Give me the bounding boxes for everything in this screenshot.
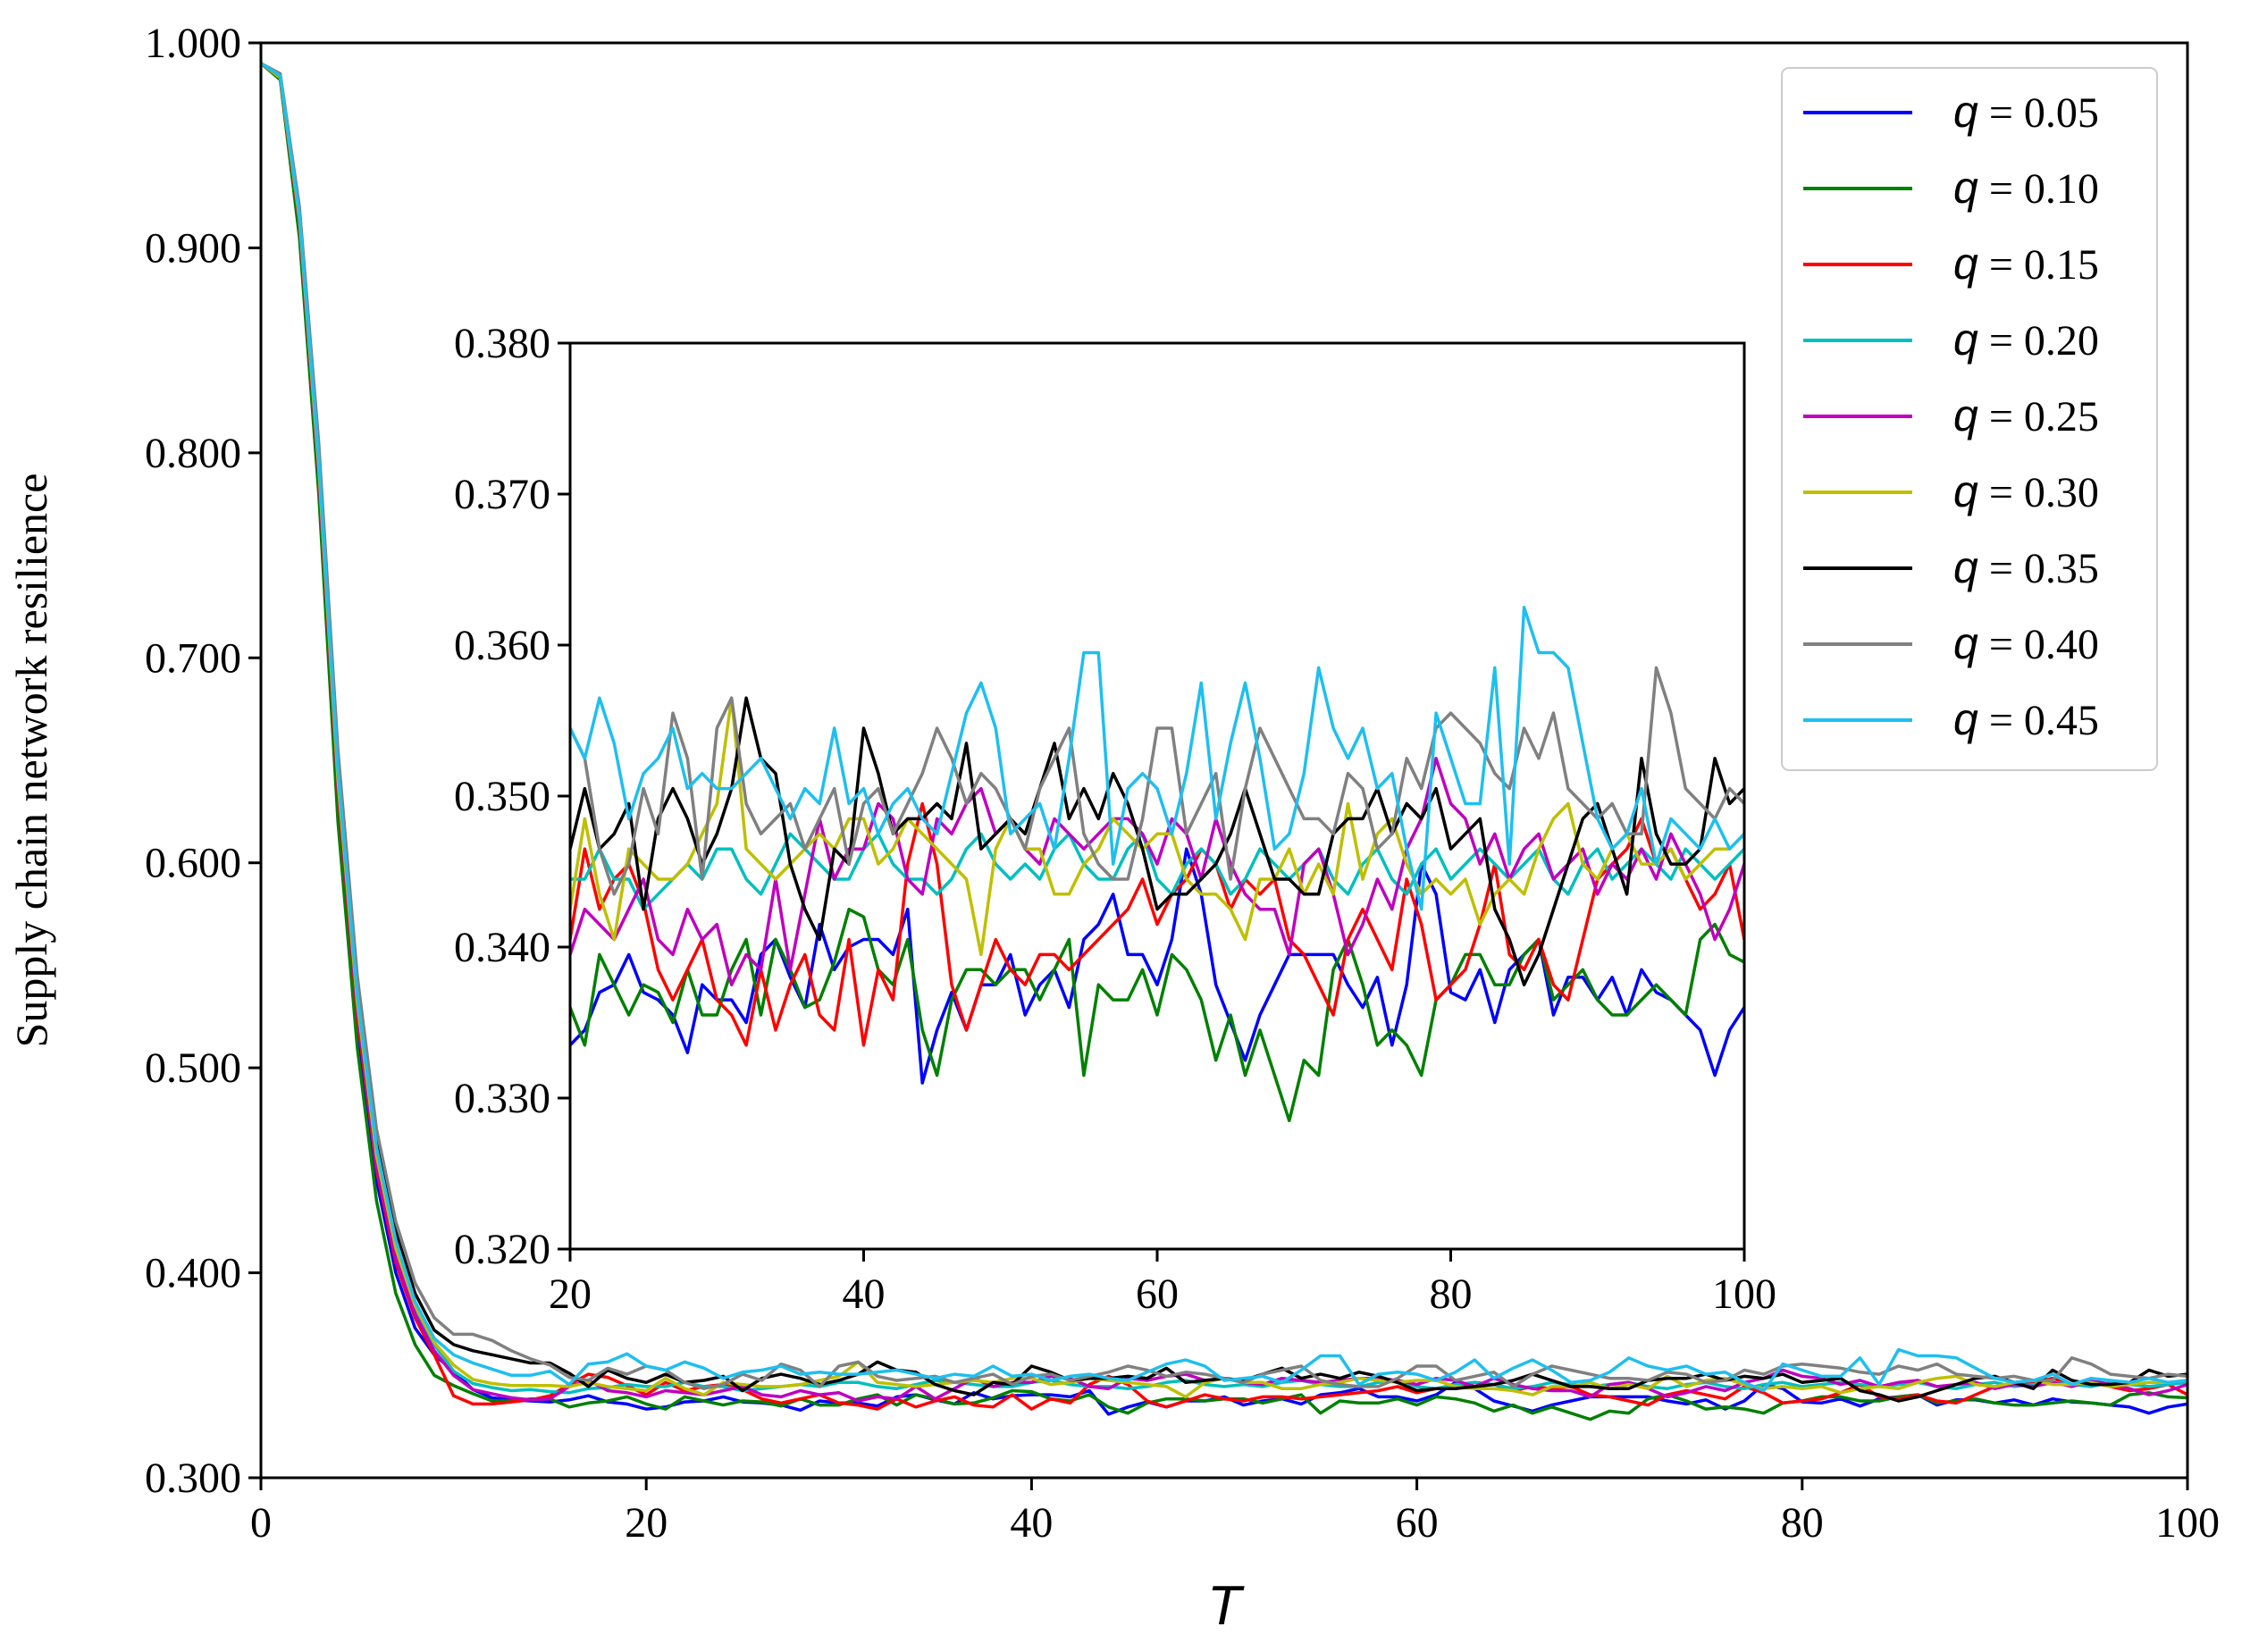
main-y-tick-label: 0.300 bbox=[145, 1455, 241, 1502]
inset-series-line-2 bbox=[570, 801, 1744, 1047]
inset-y-tick-label: 0.360 bbox=[454, 622, 550, 669]
inset-y-tick-label: 0.370 bbox=[454, 471, 550, 518]
main-axes-frame bbox=[259, 41, 2189, 1480]
inset-series-line-4 bbox=[570, 757, 1744, 986]
main-y-tick-label: 0.600 bbox=[145, 840, 241, 887]
legend-label: q = 0.45 bbox=[1953, 694, 2099, 744]
main-x-tick-label: 20 bbox=[625, 1499, 668, 1547]
main-x-tick-label: 100 bbox=[2155, 1499, 2220, 1547]
main-series-line-8 bbox=[260, 62, 2188, 1393]
inset-x-tick-label: 60 bbox=[1136, 1270, 1179, 1318]
legend-label: q = 0.10 bbox=[1953, 163, 2099, 213]
main-y-tick-label: 0.400 bbox=[145, 1250, 241, 1297]
main-series-line-7 bbox=[260, 62, 2188, 1390]
inset-y-tick-label: 0.380 bbox=[454, 320, 550, 367]
main-y-ticks: 0.300 0.400 0.500 0.600 0.700 0.800 0.900 1.000 bbox=[145, 20, 261, 1502]
main-y-tick-label: 0.800 bbox=[145, 430, 241, 477]
inset-series-line-7 bbox=[570, 666, 1744, 896]
main-series-line-0 bbox=[259, 62, 2188, 1416]
inset-y-tick-label: 0.340 bbox=[454, 924, 550, 971]
inset-plot-area: 0.320 0.330 0.340 0.350 0.360 0.370 0.380 20 40… bbox=[454, 320, 1776, 1318]
inset-x-tick-label: 80 bbox=[1430, 1270, 1473, 1318]
inset-x-tick-label: 20 bbox=[549, 1270, 592, 1318]
legend-label: q = 0.05 bbox=[1953, 87, 2099, 137]
legend-label: q = 0.40 bbox=[1953, 618, 2099, 668]
inset-series-line-8 bbox=[570, 606, 1744, 911]
legend-label: q = 0.15 bbox=[1953, 239, 2099, 289]
legend-items: q = 0.05 q = 0.10 q = 0.15 q = 0.20 q = 0.25… bbox=[1803, 87, 2099, 744]
main-y-tick-label: 0.700 bbox=[145, 634, 241, 682]
inset-series-line-5 bbox=[570, 696, 1744, 957]
inset-series-line-6 bbox=[570, 696, 1744, 986]
legend-label: q = 0.35 bbox=[1953, 542, 2099, 592]
inset-series-line-0 bbox=[570, 847, 1744, 1085]
legend: q = 0.05 q = 0.10 q = 0.15 q = 0.20 q = 0.25… bbox=[1781, 67, 2158, 771]
main-x-tick-label: 60 bbox=[1396, 1499, 1439, 1547]
main-x-tick-label: 40 bbox=[1010, 1499, 1053, 1547]
inset-y-ticks: 0.320 0.330 0.340 0.350 0.360 0.370 0.380 bbox=[454, 320, 570, 1273]
main-plot-area: 0.300 0.400 0.500 0.600 0.700 0.800 0.900 1.000… bbox=[6, 20, 2220, 1637]
main-series-line-3 bbox=[260, 62, 2188, 1395]
main-y-tick-label: 0.500 bbox=[145, 1044, 241, 1092]
legend-label: q = 0.25 bbox=[1953, 390, 2099, 440]
inset-y-tick-label: 0.350 bbox=[454, 773, 550, 820]
x-axis-label: T bbox=[1207, 1575, 1245, 1637]
inset-y-tick-label: 0.330 bbox=[454, 1075, 550, 1122]
y-axis-label: Supply chain network resilience bbox=[6, 474, 56, 1048]
inset-x-tick-label: 100 bbox=[1712, 1270, 1776, 1318]
legend-label: q = 0.20 bbox=[1953, 314, 2099, 365]
main-x-ticks: 0 20 40 60 80 100 bbox=[250, 1478, 2220, 1547]
inset-x-ticks: 20 40 60 80 100 bbox=[549, 1249, 1776, 1318]
legend-label: q = 0.30 bbox=[1953, 466, 2099, 516]
legend-box bbox=[1781, 67, 2158, 771]
inset-y-tick-label: 0.320 bbox=[454, 1226, 550, 1273]
main-x-tick-label: 0 bbox=[250, 1499, 272, 1547]
main-y-tick-label: 1.000 bbox=[145, 20, 241, 67]
main-y-tick-label: 0.900 bbox=[145, 224, 241, 272]
main-series-group bbox=[259, 62, 2188, 1421]
inset-background bbox=[570, 343, 1744, 1249]
inset-series-group bbox=[570, 606, 1744, 1123]
inset-x-tick-label: 40 bbox=[843, 1270, 886, 1318]
main-x-tick-label: 80 bbox=[1781, 1499, 1824, 1547]
